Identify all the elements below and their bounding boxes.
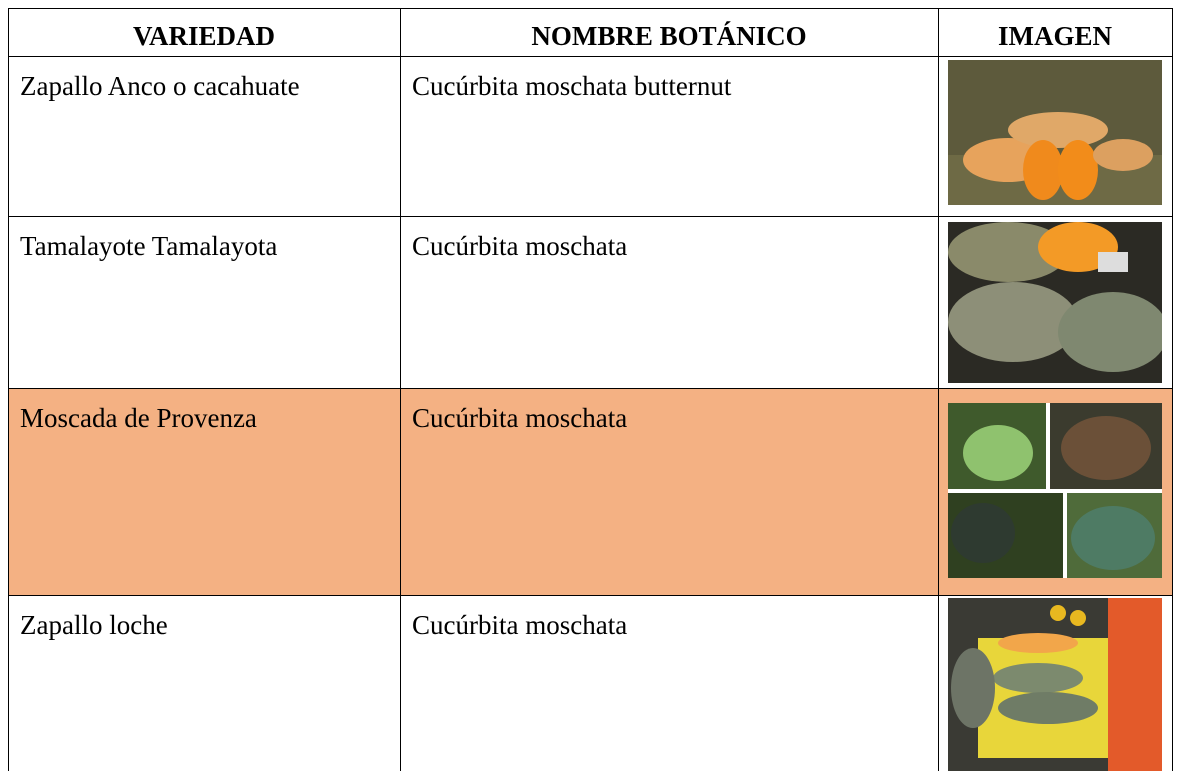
- cell: Cucúrbita moschata: [412, 231, 628, 261]
- border: [8, 8, 9, 771]
- image-butternut: [948, 60, 1162, 205]
- cell: Cucúrbita moschata: [412, 403, 628, 433]
- image-tamalayote: [948, 222, 1162, 383]
- image-moscada: [948, 403, 1162, 578]
- border: [938, 8, 939, 771]
- border: [8, 56, 1172, 57]
- image-loche: [948, 598, 1162, 771]
- border: [8, 8, 1172, 9]
- border: [400, 8, 401, 771]
- header-cell: IMAGEN: [998, 21, 1112, 51]
- header-cell: NOMBRE BOTÁNICO: [531, 21, 807, 51]
- cell: Zapallo loche: [20, 610, 168, 640]
- border: [8, 388, 1172, 389]
- cell: Zapallo Anco o cacahuate: [20, 71, 300, 101]
- cell: Tamalayote Tamalayota: [20, 231, 278, 261]
- border: [1172, 8, 1173, 771]
- header-cell: VARIEDAD: [132, 21, 276, 51]
- cell: Cucúrbita moschata: [412, 610, 628, 640]
- cell: Moscada de Provenza: [20, 403, 257, 433]
- cell: Cucúrbita moschata butternut: [412, 71, 732, 101]
- border: [8, 595, 1172, 596]
- border: [8, 216, 1172, 217]
